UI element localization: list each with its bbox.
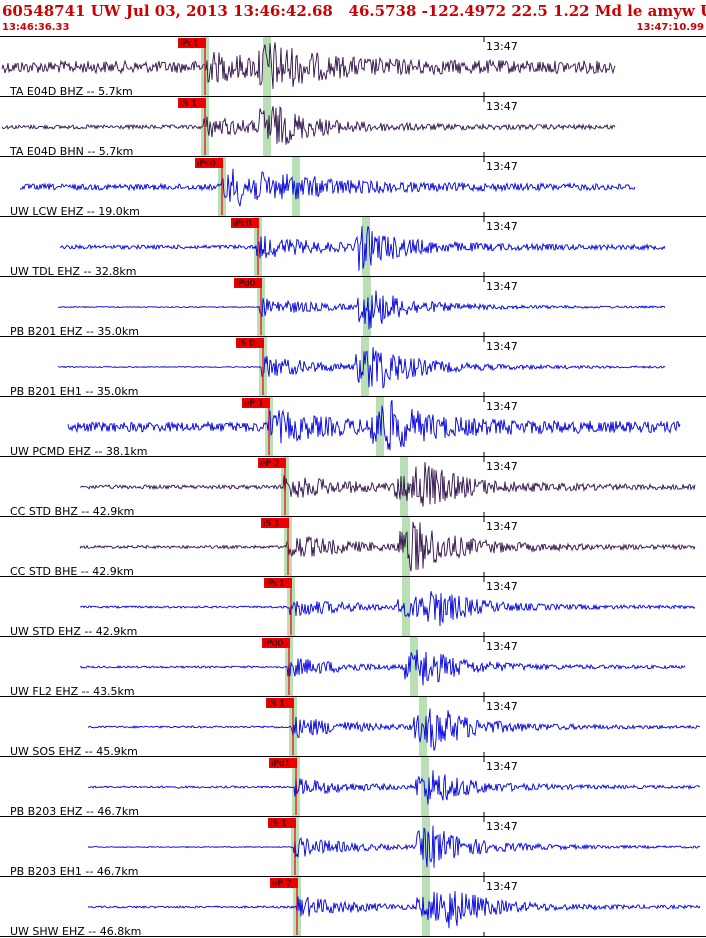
- pick-label: iS 1: [268, 699, 285, 709]
- pick-marker-box: [266, 698, 294, 708]
- minute-time-label: 13:47: [486, 580, 518, 593]
- waveform-trace: [87, 708, 701, 751]
- pick-label: eP 2: [260, 459, 280, 469]
- pick-marker-box: [195, 158, 223, 168]
- pick-label: iPd1: [271, 759, 290, 769]
- pick-label: iPc1: [266, 579, 285, 589]
- pick-marker-box: [231, 218, 259, 228]
- minute-time-label: 13:47: [486, 460, 518, 473]
- station-label: UW SHW EHZ -- 46.8km: [10, 925, 141, 938]
- station-label: UW STD EHZ -- 42.9km: [10, 625, 137, 638]
- waveform-trace: [19, 168, 636, 207]
- pick-marker-box: [236, 338, 264, 348]
- pick-marker-box: [261, 518, 289, 528]
- pick-label: iS 0: [238, 339, 255, 349]
- s-pick-window: [419, 697, 427, 757]
- waveform-trace: [59, 226, 666, 271]
- minute-time-label: 13:47: [486, 640, 518, 653]
- minute-time-label: 13:47: [486, 880, 518, 893]
- station-label: UW LCW EHZ -- 19.0km: [10, 205, 140, 218]
- pick-label: iS 1: [180, 99, 197, 109]
- station-label: CC STD BHE -- 42.9km: [10, 565, 134, 578]
- waveform-trace: [57, 290, 666, 330]
- s-pick-window: [361, 337, 369, 397]
- s-pick-window: [292, 157, 300, 217]
- minute-time-label: 13:47: [486, 220, 518, 233]
- waveform-trace: [87, 825, 701, 868]
- s-pick-window: [376, 397, 384, 457]
- pick-label: iPc1: [180, 39, 199, 49]
- s-pick-window: [410, 637, 418, 697]
- pick-marker-box: [264, 578, 292, 588]
- pick-label: iPc0: [233, 219, 252, 229]
- pick-marker-box: [234, 278, 262, 288]
- pick-label: eP 2: [272, 879, 292, 889]
- minute-time-label: 13:47: [486, 520, 518, 533]
- station-label: PB B203 EHZ -- 46.7km: [10, 805, 139, 818]
- pick-marker-box: [269, 758, 297, 768]
- pick-marker-box: [268, 818, 296, 828]
- station-label: UW SOS EHZ -- 45.9km: [10, 745, 138, 758]
- station-label: PB B201 EHZ -- 35.0km: [10, 325, 139, 338]
- waveform-trace: [79, 461, 696, 507]
- s-pick-window: [402, 517, 410, 577]
- pick-marker-box: [262, 638, 290, 648]
- pick-marker-box: [270, 878, 298, 888]
- minute-time-label: 13:47: [486, 760, 518, 773]
- s-pick-window: [362, 217, 370, 277]
- waveform-trace: [1, 105, 616, 145]
- pick-marker-box: [242, 398, 270, 408]
- station-label: UW FL2 EHZ -- 43.5km: [10, 685, 135, 698]
- pick-label: iPd0: [264, 639, 284, 649]
- pick-label: eP 1: [244, 399, 264, 409]
- pick-marker-box: [178, 98, 206, 108]
- s-pick-window: [402, 577, 410, 637]
- waveform-trace: [67, 400, 681, 451]
- s-pick-window: [421, 757, 429, 817]
- minute-time-label: 13:47: [486, 700, 518, 713]
- s-pick-window: [422, 877, 430, 937]
- station-label: UW TDL EHZ -- 32.8km: [10, 265, 137, 278]
- pick-label: iS 1: [263, 519, 280, 529]
- pick-label: iS 1: [270, 819, 287, 829]
- s-pick-window: [400, 457, 408, 517]
- station-label: TA E04D BHZ -- 5.7km: [9, 85, 133, 98]
- station-label: UW PCMD EHZ -- 38.1km: [10, 445, 147, 458]
- waveform-trace: [79, 521, 696, 572]
- station-label: CC STD BHZ -- 42.9km: [10, 505, 134, 518]
- waveform-trace: [87, 890, 701, 929]
- pick-marker-box: [178, 38, 206, 48]
- minute-time-label: 13:47: [486, 400, 518, 413]
- s-pick-window: [263, 37, 271, 97]
- pick-label: iPd0: [236, 279, 256, 289]
- event-header-title: 60548741 UW Jul 03, 2013 13:46:42.68 46.…: [2, 2, 706, 20]
- pick-label: iPc0: [197, 159, 216, 169]
- pick-marker-box: [258, 458, 286, 468]
- minute-time-label: 13:47: [486, 160, 518, 173]
- minute-time-label: 13:47: [486, 280, 518, 293]
- minute-time-label: 13:47: [486, 40, 518, 53]
- waveform-trace: [57, 347, 666, 389]
- station-label: TA E04D BHN -- 5.7km: [9, 145, 133, 158]
- minute-time-label: 13:47: [486, 100, 518, 113]
- window-end-time: 13:47:10.99: [636, 22, 704, 33]
- waveform-trace: [88, 770, 701, 805]
- station-label: PB B201 EH1 -- 35.0km: [10, 385, 138, 398]
- waveform-trace: [79, 591, 696, 627]
- waveform-trace: [79, 649, 686, 686]
- waveform-trace: [1, 42, 616, 89]
- minute-time-label: 13:47: [486, 340, 518, 353]
- station-label: PB B203 EH1 -- 46.7km: [10, 865, 138, 878]
- window-start-time: 13:46:36.33: [2, 22, 70, 33]
- minute-time-label: 13:47: [486, 820, 518, 833]
